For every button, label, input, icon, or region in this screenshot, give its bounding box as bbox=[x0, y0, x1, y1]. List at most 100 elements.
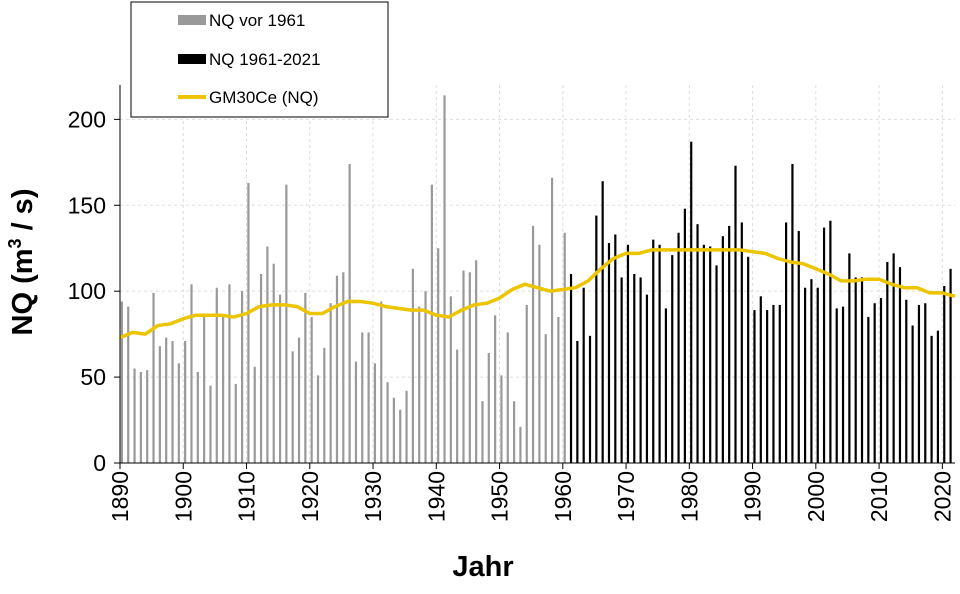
bar-nq-vor-1961-1922 bbox=[323, 347, 326, 463]
bar-nq-vor-1961-1949 bbox=[494, 315, 497, 463]
bar-nq-vor-1961-1929 bbox=[367, 332, 370, 463]
x-tick-label-2020: 2020 bbox=[929, 471, 955, 522]
gm30ce-line bbox=[119, 248, 956, 340]
bar-nq-vor-1961-1895 bbox=[152, 292, 155, 463]
bar-nq-1961-2021-1979 bbox=[683, 208, 686, 463]
bar-nq-vor-1961-1930 bbox=[373, 363, 377, 463]
bar-nq-1961-2021-1998 bbox=[803, 287, 807, 463]
bar-nq-1961-2021-1965 bbox=[595, 215, 598, 463]
bar-nq-1961-2021-1995 bbox=[785, 222, 788, 463]
bar-nq-1961-2021-2003 bbox=[835, 308, 838, 463]
bar-nq-vor-1961-1914 bbox=[272, 263, 275, 463]
bar-nq-vor-1961-1906 bbox=[222, 315, 225, 463]
bar-nq-vor-1961-1931 bbox=[380, 301, 383, 463]
bar-nq-1961-2021-1976 bbox=[664, 308, 668, 463]
legend-swatch-nq-vor-1961 bbox=[178, 15, 206, 25]
bar-nq-vor-1961-1942 bbox=[449, 296, 452, 463]
bar-nq-vor-1961-1935 bbox=[405, 390, 408, 463]
bar-nq-1961-2021-1964 bbox=[588, 335, 592, 463]
bar-nq-vor-1961-1946 bbox=[475, 260, 478, 463]
bar-nq-vor-1961-1924 bbox=[335, 275, 339, 463]
bar-nq-1961-2021-1994 bbox=[778, 304, 781, 463]
bar-nq-vor-1961-1939 bbox=[430, 184, 433, 463]
bar-nq-vor-1961-1941 bbox=[443, 95, 446, 464]
bar-nq-1961-2021-2011 bbox=[886, 261, 889, 463]
bar-nq-1961-2021-1974 bbox=[652, 239, 655, 463]
bar-nq-vor-1961-1937 bbox=[418, 306, 421, 463]
y-axis-title-main: NQ (m bbox=[7, 248, 39, 335]
bar-nq-vor-1961-1928 bbox=[361, 332, 364, 463]
bar-nq-1961-2021-1963 bbox=[582, 287, 585, 463]
y-tick-label-200: 200 bbox=[68, 106, 106, 132]
y-tick-label-150: 150 bbox=[68, 192, 106, 218]
bar-nq-1961-2021-1966 bbox=[601, 181, 604, 463]
bar-nq-vor-1961-1916 bbox=[285, 184, 288, 463]
bar-nq-vor-1961-1925 bbox=[342, 272, 345, 463]
bar-nq-vor-1961-1932 bbox=[386, 382, 389, 463]
y-tick-label-0: 0 bbox=[93, 450, 106, 476]
bar-nq-vor-1961-1952 bbox=[512, 401, 516, 463]
x-tick-label-1940: 1940 bbox=[423, 471, 449, 522]
bar-nq-1961-2021-1985 bbox=[721, 236, 724, 463]
bar-nq-vor-1961-1936 bbox=[411, 268, 414, 463]
bar-nq-vor-1961-1918 bbox=[297, 337, 301, 463]
bar-nq-vor-1961-1900 bbox=[184, 341, 187, 463]
legend-label-nq-1961-2021: NQ 1961-2021 bbox=[209, 50, 321, 69]
bar-nq-1961-2021-1992 bbox=[766, 310, 769, 463]
bar-nq-vor-1961-1921 bbox=[316, 375, 320, 463]
bar-nq-1961-2021-2010 bbox=[879, 298, 883, 463]
legend-swatch-nq-1961-2021 bbox=[178, 54, 206, 64]
bar-nq-vor-1961-1896 bbox=[158, 346, 161, 463]
bar-nq-1961-2021-1962 bbox=[576, 341, 579, 463]
bar-nq-1961-2021-1969 bbox=[620, 277, 623, 463]
bar-nq-vor-1961-1948 bbox=[487, 353, 490, 463]
bar-nq-vor-1961-1955 bbox=[531, 225, 535, 463]
bar-nq-vor-1961-1950 bbox=[500, 375, 503, 463]
bar-nq-1961-2021-1987 bbox=[734, 165, 737, 463]
bar-nq-vor-1961-1907 bbox=[228, 284, 231, 463]
bar-nq-vor-1961-1915 bbox=[278, 294, 282, 463]
bar-nq-1961-2021-2018 bbox=[930, 335, 933, 463]
bar-nq-vor-1961-1953 bbox=[519, 426, 522, 463]
bar-nq-1961-2021-2012 bbox=[892, 253, 895, 463]
legend-box bbox=[130, 1, 389, 118]
bar-nq-1961-2021-2015 bbox=[911, 325, 914, 463]
bar-nq-vor-1961-1934 bbox=[399, 409, 402, 463]
bar-nq-vor-1961-1905 bbox=[215, 287, 218, 463]
bar-nq-vor-1961-1910 bbox=[247, 182, 250, 463]
y-axis-title-end: / s) bbox=[7, 189, 39, 239]
bar-nq-1961-2021-1971 bbox=[633, 274, 636, 463]
y-axis-title: NQ (m3 / s) bbox=[5, 189, 39, 336]
bar-nq-1961-2021-2009 bbox=[873, 303, 876, 463]
bar-nq-vor-1961-1923 bbox=[329, 303, 332, 463]
bar-nq-1961-2021-1973 bbox=[645, 294, 649, 463]
x-tick-label-1910: 1910 bbox=[234, 471, 260, 522]
bar-nq-vor-1961-1899 bbox=[177, 363, 180, 463]
bar-nq-1961-2021-2001 bbox=[822, 227, 826, 463]
legend: NQ vor 1961 NQ 1961-2021 GM30Ce (NQ) bbox=[130, 1, 389, 118]
bar-nq-1961-2021-1990 bbox=[753, 310, 756, 463]
y-tick-label-100: 100 bbox=[68, 278, 106, 304]
bar-nq-1961-2021-1978 bbox=[677, 232, 680, 463]
bar-nq-1961-2021-1984 bbox=[715, 265, 718, 463]
x-tick-label-2000: 2000 bbox=[803, 471, 829, 522]
bar-nq-vor-1961-1951 bbox=[506, 332, 509, 463]
bar-nq-1961-2021-2002 bbox=[829, 220, 832, 463]
bar-nq-vor-1961-1919 bbox=[304, 292, 307, 463]
bar-nq-1961-2021-1981 bbox=[696, 224, 699, 463]
bar-nq-vor-1961-1956 bbox=[538, 244, 541, 463]
bar-nq-1961-2021-1989 bbox=[747, 256, 750, 463]
bar-nq-vor-1961-1938 bbox=[424, 291, 427, 463]
bar-nq-vor-1961-1894 bbox=[146, 370, 149, 463]
bar-nq-vor-1961-1959 bbox=[557, 316, 560, 463]
x-tick-label-1990: 1990 bbox=[740, 471, 766, 522]
grid bbox=[120, 85, 955, 463]
bar-nq-vor-1961-1911 bbox=[253, 366, 256, 463]
bar-nq-vor-1961-1947 bbox=[481, 401, 484, 463]
bar-nq-vor-1961-1933 bbox=[392, 397, 396, 463]
x-tick-label-1920: 1920 bbox=[297, 471, 323, 522]
bar-nq-vor-1961-1901 bbox=[190, 284, 193, 463]
x-axis-title: Jahr bbox=[452, 551, 513, 583]
bar-nq-1961-2021-1980 bbox=[690, 141, 693, 463]
